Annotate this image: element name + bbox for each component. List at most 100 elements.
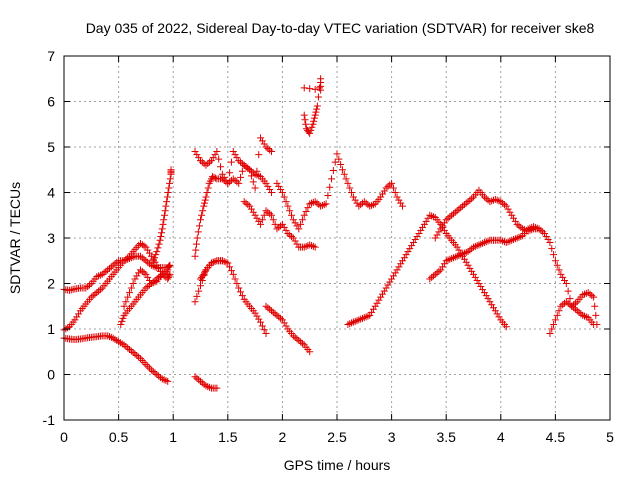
data-point-marker <box>233 178 241 186</box>
data-point-marker <box>195 154 203 162</box>
data-point-marker <box>373 299 381 307</box>
data-point-marker <box>251 170 259 178</box>
data-point-marker <box>204 383 212 391</box>
data-point-marker <box>144 283 152 291</box>
data-point-marker <box>504 205 512 213</box>
data-point-marker <box>520 226 528 234</box>
data-point-marker <box>127 284 135 292</box>
data-point-marker <box>235 157 243 165</box>
data-point-marker <box>400 254 408 262</box>
data-point-marker <box>237 158 245 166</box>
data-point-marker <box>147 252 155 260</box>
data-point-marker <box>526 226 534 234</box>
data-point-marker <box>157 232 165 240</box>
data-point-marker <box>161 207 169 215</box>
data-point-marker <box>482 195 490 203</box>
data-point-marker <box>424 214 432 222</box>
data-point-marker <box>384 281 392 289</box>
data-point-marker <box>355 202 363 210</box>
data-point-marker <box>156 236 164 244</box>
data-point-marker <box>440 260 448 268</box>
data-point-marker <box>466 246 474 254</box>
data-point-marker <box>98 270 106 278</box>
data-point-marker <box>295 336 303 344</box>
data-point-marker <box>307 126 315 134</box>
data-point-marker <box>493 196 501 204</box>
data-point-marker <box>470 270 477 278</box>
y-tick-label: -1 <box>43 412 56 428</box>
data-point-marker <box>82 284 90 292</box>
data-point-marker <box>116 339 124 347</box>
data-point-marker <box>122 255 130 263</box>
data-point-marker <box>229 148 237 156</box>
y-axis-title: SDTVAR / TECUs <box>7 182 23 294</box>
data-point-marker <box>428 212 436 220</box>
data-point-marker <box>229 270 237 278</box>
data-point-marker <box>104 266 112 274</box>
data-point-marker <box>224 179 232 187</box>
data-point-marker <box>193 151 201 159</box>
data-point-marker <box>233 154 241 162</box>
data-point-marker <box>278 189 286 196</box>
data-point-marker <box>220 176 228 184</box>
data-point-marker <box>193 374 201 382</box>
data-point-marker <box>377 293 385 301</box>
data-point-marker <box>135 353 143 361</box>
data-point-marker <box>87 293 95 301</box>
data-point-marker <box>267 148 275 156</box>
data-point-marker <box>444 214 452 222</box>
data-point-marker <box>502 239 510 247</box>
data-point-marker <box>368 308 376 316</box>
data-point-marker <box>493 310 501 318</box>
data-point-marker <box>118 340 126 348</box>
data-point-marker <box>91 290 99 298</box>
data-point-marker <box>165 272 173 280</box>
data-point-marker <box>124 293 132 301</box>
data-point-marker <box>366 202 374 210</box>
data-point-marker <box>213 148 221 156</box>
data-point-marker <box>309 242 317 250</box>
data-point-marker <box>277 222 285 230</box>
data-point-marker <box>348 319 356 327</box>
data-point-marker <box>306 129 314 137</box>
data-point-marker <box>155 372 163 380</box>
data-point-marker <box>96 286 104 294</box>
data-point-marker <box>211 258 219 266</box>
data-point-marker <box>269 216 277 224</box>
data-point-marker <box>382 184 390 192</box>
data-point-marker <box>206 383 214 391</box>
data-point-marker <box>282 226 290 234</box>
data-point-marker <box>462 258 470 266</box>
data-point-marker <box>413 232 421 240</box>
data-point-marker <box>314 93 322 101</box>
data-point-marker <box>562 298 570 306</box>
data-point-marker <box>309 120 317 128</box>
data-point-marker <box>260 326 268 334</box>
data-point-marker <box>160 216 168 224</box>
data-point-marker <box>448 211 456 219</box>
data-point-marker <box>235 284 243 292</box>
data-point-marker <box>106 264 113 272</box>
data-point-marker <box>129 280 137 287</box>
data-point-marker <box>313 199 321 207</box>
data-point-marker <box>439 222 447 230</box>
data-point-marker <box>459 202 467 210</box>
data-point-marker <box>582 289 590 297</box>
data-point-marker <box>289 216 297 224</box>
data-point-marker <box>495 197 503 205</box>
data-point-marker <box>197 377 204 385</box>
data-point-marker <box>262 179 270 187</box>
data-point-marker <box>165 262 173 270</box>
data-point-marker <box>497 236 505 244</box>
data-point-marker <box>204 160 212 168</box>
data-point-marker <box>429 213 437 221</box>
data-point-marker <box>351 317 359 325</box>
data-point-marker <box>240 198 248 206</box>
data-point-marker <box>111 335 119 343</box>
data-point-marker <box>302 120 310 128</box>
data-point-marker <box>237 288 245 296</box>
data-point-marker <box>349 193 357 201</box>
data-point-marker <box>557 302 565 310</box>
data-point-marker <box>249 208 257 216</box>
data-point-marker <box>431 234 439 242</box>
